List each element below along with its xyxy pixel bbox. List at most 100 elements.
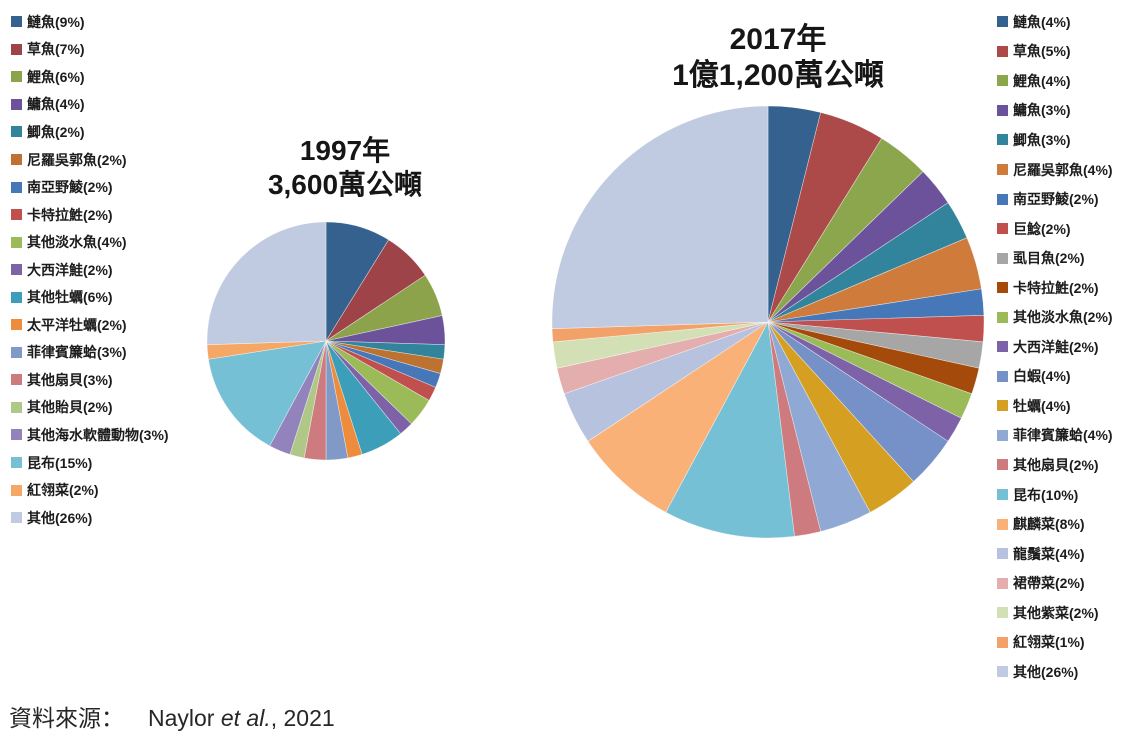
chart-title-tonnage: 3,600萬公噸 <box>267 168 423 200</box>
legend-item: 南亞野鯪(2%) <box>997 184 1113 214</box>
legend-item: 巨鯰(2%) <box>997 214 1113 244</box>
legend-item: 草魚(7%) <box>11 36 169 64</box>
legend-swatch <box>997 370 1008 382</box>
legend-swatch <box>11 512 22 524</box>
legend-label: 草魚(5%) <box>1013 43 1071 60</box>
source-note: 資料來源： Naylor et al., 2021 <box>9 699 335 733</box>
legend-label: 白蝦(4%) <box>1013 368 1071 385</box>
chart-title-year: 2017年 <box>729 23 827 56</box>
legend-item: 鰱魚(4%) <box>997 7 1113 37</box>
legend-swatch <box>11 319 22 331</box>
pie-slice-昆布 <box>665 321 795 539</box>
legend-label: 大西洋鮭(2%) <box>1013 338 1099 355</box>
legend-swatch <box>11 457 22 469</box>
legend-swatch <box>11 181 22 193</box>
legend-item: 其他海水軟體動物(3%) <box>11 421 169 449</box>
legend-label: 其他淡水魚(2%) <box>1013 309 1113 326</box>
legend-item: 紅翎菜(2%) <box>11 476 169 504</box>
legend-label: 鯉魚(6%) <box>27 68 85 85</box>
legend-item: 昆布(15%) <box>11 449 169 477</box>
pie-chart-1997 <box>206 221 446 461</box>
legend-label: 其他扇貝(3%) <box>27 371 113 388</box>
source-year: , 2021 <box>270 705 335 731</box>
legend-swatch <box>997 134 1008 146</box>
legend-label: 卡特拉鮏(2%) <box>27 206 113 223</box>
legend-item: 尼羅吳郭魚(2%) <box>11 146 169 174</box>
legend-item: 鯽魚(3%) <box>997 125 1113 155</box>
legend-item: 太平洋牡蠣(2%) <box>11 311 169 339</box>
legend-label: 鰱魚(9%) <box>27 13 85 30</box>
legend-2017: 鰱魚(4%) 草魚(5%) 鯉魚(4%) 鱅魚(3%) 鯽魚(3%) 尼羅吳郭魚(4%) 南… <box>997 7 1113 687</box>
source-label: 資料來源： <box>9 705 124 731</box>
legend-swatch <box>11 484 22 496</box>
legend-item: 虱目魚(2%) <box>997 243 1113 273</box>
legend-item: 菲律賓簾蛤(3%) <box>11 339 169 367</box>
legend-swatch <box>11 374 22 386</box>
chart-title-2017: 2017年 1億1,200萬公噸 <box>618 22 938 94</box>
legend-label: 鯽魚(3%) <box>1013 131 1071 148</box>
legend-label: 裙帶菜(2%) <box>1013 575 1085 592</box>
legend-item: 其他(26%) <box>997 657 1113 687</box>
legend-label: 紅翎菜(1%) <box>1013 634 1085 651</box>
legend-swatch <box>997 45 1008 57</box>
legend-item: 牡蠣(4%) <box>997 391 1113 421</box>
legend-label: 太平洋牡蠣(2%) <box>27 316 127 333</box>
legend-item: 卡特拉鮏(2%) <box>997 273 1113 303</box>
legend-item: 卡特拉鮏(2%) <box>11 201 169 229</box>
legend-swatch <box>997 164 1008 175</box>
legend-item: 鯉魚(4%) <box>997 66 1113 96</box>
legend-item: 白蝦(4%) <box>997 362 1113 392</box>
legend-label: 鱅魚(3%) <box>1013 102 1071 119</box>
pie-slice-麒麟菜 <box>587 321 769 513</box>
legend-1997: 鰱魚(9%) 草魚(7%) 鯉魚(6%) 鱅魚(4%) 鯽魚(2%) 尼羅吳郭魚(2%) 南… <box>11 8 169 531</box>
legend-item: 紅翎菜(1%) <box>997 627 1113 657</box>
legend-swatch <box>11 126 22 138</box>
legend-item: 鯽魚(2%) <box>11 118 169 146</box>
legend-item: 菲律賓簾蛤(4%) <box>997 421 1113 451</box>
legend-item: 大西洋鮭(2%) <box>11 256 169 284</box>
legend-swatch <box>11 236 22 248</box>
legend-swatch <box>997 193 1008 205</box>
legend-label: 昆布(10%) <box>1013 486 1079 503</box>
legend-item: 草魚(5%) <box>997 37 1113 67</box>
legend-label: 麒麟菜(8%) <box>1013 516 1085 533</box>
legend-swatch <box>11 209 22 221</box>
pie-slice-其他 <box>206 221 327 345</box>
legend-label: 尼羅吳郭魚(2%) <box>27 151 127 168</box>
legend-label: 菲律賓簾蛤(3%) <box>27 344 127 361</box>
legend-swatch <box>11 98 22 110</box>
pie-chart-2017 <box>551 105 985 539</box>
legend-label: 其他(26%) <box>1013 663 1079 680</box>
legend-item: 鰱魚(9%) <box>11 8 169 36</box>
legend-swatch <box>997 223 1008 235</box>
legend-label: 菲律賓簾蛤(4%) <box>1013 427 1113 444</box>
legend-swatch <box>997 252 1008 264</box>
legend-swatch <box>11 16 22 28</box>
pie-slice-其他 <box>551 105 769 329</box>
legend-item: 其他紫菜(2%) <box>997 598 1113 628</box>
legend-item: 麒麟菜(8%) <box>997 509 1113 539</box>
legend-label: 尼羅吳郭魚(4%) <box>1013 161 1113 178</box>
legend-swatch <box>997 16 1008 28</box>
legend-swatch <box>997 548 1008 560</box>
source-author: Naylor <box>148 705 221 731</box>
legend-swatch <box>11 154 22 165</box>
legend-label: 昆布(15%) <box>27 454 93 471</box>
legend-item: 尼羅吳郭魚(4%) <box>997 155 1113 185</box>
legend-label: 其他扇貝(2%) <box>1013 456 1099 473</box>
legend-label: 紅翎菜(2%) <box>27 482 99 499</box>
legend-label: 巨鯰(2%) <box>1013 220 1071 237</box>
legend-swatch <box>997 282 1008 294</box>
legend-label: 其他(26%) <box>27 509 93 526</box>
legend-label: 南亞野鯪(2%) <box>1013 191 1099 208</box>
legend-swatch <box>11 401 22 413</box>
legend-swatch <box>997 518 1008 530</box>
legend-label: 草魚(7%) <box>27 41 85 58</box>
legend-swatch <box>997 459 1008 471</box>
legend-item: 南亞野鯪(2%) <box>11 173 169 201</box>
legend-label: 牡蠣(4%) <box>1013 397 1071 414</box>
legend-item: 其他牡蠣(6%) <box>11 283 169 311</box>
source-etal: et al. <box>220 705 271 731</box>
legend-item: 龍鬚菜(4%) <box>997 539 1113 569</box>
legend-label: 虱目魚(2%) <box>1013 250 1085 267</box>
